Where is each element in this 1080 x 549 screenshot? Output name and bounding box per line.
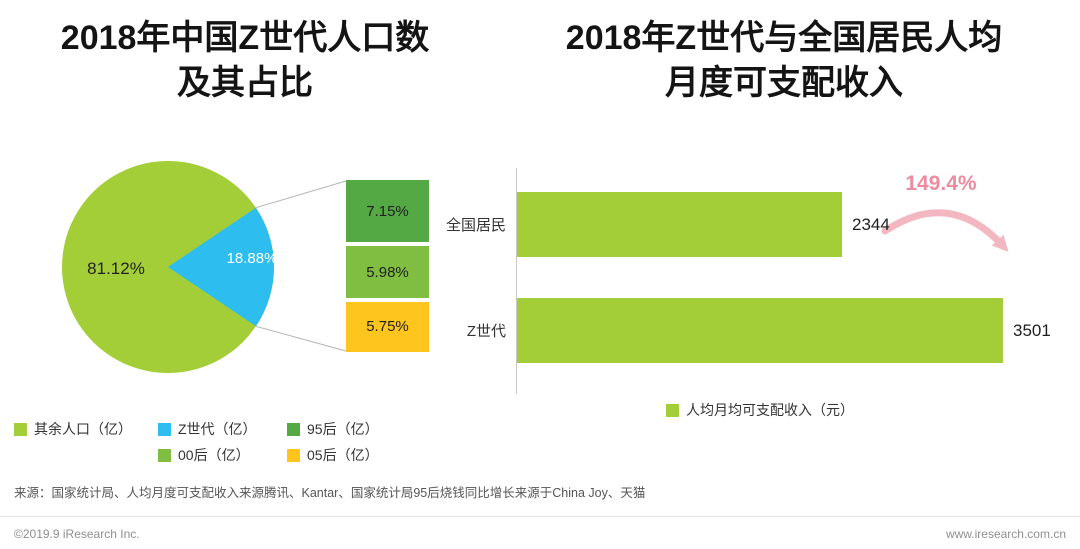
left-chart-title: 2018年中国Z世代人口数 及其占比 xyxy=(0,16,490,106)
right-title-line1: 2018年Z世代与全国居民人均 xyxy=(565,19,1003,57)
legend-swatch-post05 xyxy=(287,448,300,462)
legend-item-other: 其余人口（亿） xyxy=(14,419,132,439)
footer-divider xyxy=(0,516,1080,517)
legend-label-post00: 00后（亿） xyxy=(178,447,250,463)
legend-label-post95: 95后（亿） xyxy=(307,421,379,437)
website-url: www.iresearch.com.cn xyxy=(945,527,1066,541)
stack-value-post95: 7.15% xyxy=(366,202,409,220)
legend-label-other: 其余人口（亿） xyxy=(34,421,132,437)
bar-value-genz: 3501 xyxy=(1013,320,1051,340)
left-title-line2: 及其占比 xyxy=(177,64,313,102)
legend-swatch-post95 xyxy=(287,422,300,436)
callout-line-bottom xyxy=(255,325,347,352)
growth-arrow xyxy=(881,209,1009,252)
left-title-line1: 2018年中国Z世代人口数 xyxy=(60,19,430,57)
legend-item-genz: Z世代（亿） xyxy=(158,419,257,439)
legend-item-post95: 95后（亿） xyxy=(287,419,379,439)
stack-segment-post95: 7.15% xyxy=(346,180,429,243)
bar-genz xyxy=(517,298,1003,363)
legend-label-post05: 05后（亿） xyxy=(307,447,379,463)
callout-line-top xyxy=(255,180,347,209)
legend-swatch-post00 xyxy=(158,448,171,462)
legend-swatch-other xyxy=(14,422,27,436)
legend-swatch-genz xyxy=(158,422,171,436)
bar-label-national: 全国居民 xyxy=(445,217,506,234)
stack-segment-post05: 5.75% xyxy=(346,301,429,352)
legend-label-genz: Z世代（亿） xyxy=(178,421,257,437)
legend-item-post00: 00后（亿） xyxy=(158,445,250,465)
legend-label-income: 人均月均可支配收入（元） xyxy=(686,402,854,418)
bar-chart-legend: 人均月均可支配收入（元） xyxy=(540,400,980,420)
bar-label-genz: Z世代 xyxy=(466,323,506,340)
growth-annotation: 149.4% xyxy=(905,172,977,195)
legend-swatch-income xyxy=(666,403,679,417)
bar-row-genz: 3501 xyxy=(517,298,1051,363)
right-title-line2: 月度可支配收入 xyxy=(665,64,903,102)
pie-value-genz: 18.88% xyxy=(226,250,278,267)
legend-item-post05: 05后（亿） xyxy=(287,445,379,465)
bar-row-national: 2344 xyxy=(517,192,890,257)
stack-segment-post00: 5.98% xyxy=(346,246,429,298)
pie-value-other: 81.12% xyxy=(87,259,145,278)
copyright: ©2019.9 iResearch Inc. xyxy=(14,527,140,541)
genz-breakdown-stack: 7.15% 5.98% 5.75% xyxy=(346,180,429,352)
bar-value-national: 2344 xyxy=(852,214,890,234)
stack-value-post00: 5.98% xyxy=(366,263,409,281)
bar-chart-axis xyxy=(516,168,517,394)
bar-national xyxy=(517,192,842,257)
pie-slice-genz xyxy=(168,207,274,327)
source-note: 来源：国家统计局、人均月度可支配收入来源腾讯、Kantar、国家统计局95后烧钱… xyxy=(14,486,646,500)
right-chart-title: 2018年Z世代与全国居民人均 月度可支配收入 xyxy=(488,16,1080,106)
stack-value-post05: 5.75% xyxy=(366,318,409,336)
